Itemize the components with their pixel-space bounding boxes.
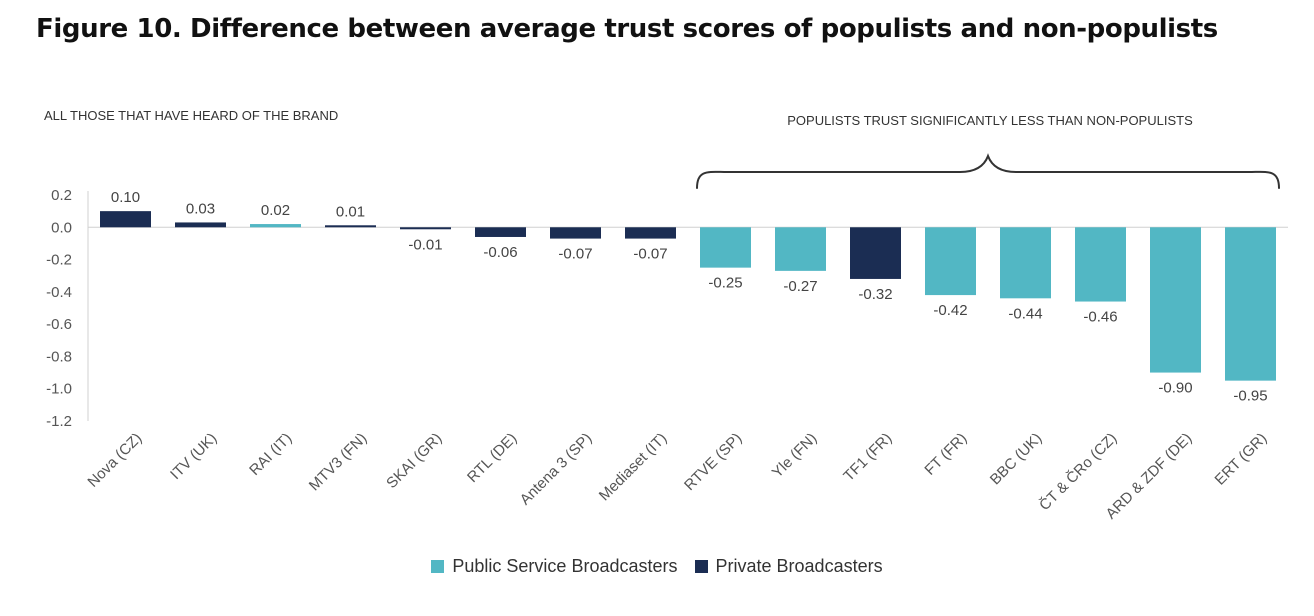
legend-item-public: Public Service Broadcasters: [431, 556, 678, 577]
data-label: -0.07: [633, 246, 667, 263]
y-tick-label: -1.0: [46, 381, 72, 398]
x-tick-label: SKAI (GR): [383, 430, 445, 492]
chart-subtitle: ALL THOSE THAT HAVE HEARD OF THE BRAND: [44, 108, 339, 123]
bar: [475, 227, 526, 237]
legend-swatch-public: [431, 560, 445, 573]
x-tick-label: Yle (FN): [769, 430, 821, 482]
x-tick-label: Antena 3 (SP): [517, 430, 596, 509]
y-tick-label: -1.2: [46, 413, 72, 430]
bar: [1150, 227, 1201, 373]
legend-label-public: Public Service Broadcasters: [452, 556, 678, 576]
legend: Public Service Broadcasters Private Broa…: [0, 556, 1314, 578]
x-tick-label: ČT & ČRo (CZ): [1036, 430, 1120, 514]
legend-swatch-private: [694, 560, 708, 573]
y-tick-label: -0.4: [46, 284, 72, 301]
data-label: -0.95: [1233, 388, 1267, 405]
data-label: -0.44: [1008, 305, 1042, 322]
y-tick-label: -0.6: [46, 316, 72, 333]
x-tick-label: ERT (GR): [1212, 430, 1271, 489]
x-tick-label: ITV (UK): [167, 430, 220, 483]
bar: [1000, 227, 1051, 299]
data-label: -0.46: [1083, 309, 1117, 326]
bracket-brace: [696, 153, 1280, 189]
x-tick-label: BBC (UK): [987, 430, 1046, 489]
bracket-annotation: POPULISTS TRUST SIGNIFICANTLY LESS THAN …: [787, 113, 1193, 128]
bar: [100, 211, 151, 228]
x-tick-label: Mediaset (IT): [596, 430, 671, 505]
data-label: 0.03: [186, 200, 215, 217]
y-tick-label: 0.2: [51, 187, 72, 204]
bar: [250, 224, 301, 228]
bar: [175, 222, 226, 228]
data-label: -0.90: [1158, 380, 1192, 397]
data-label: 0.02: [261, 202, 290, 219]
bar: [1075, 227, 1126, 302]
bar: [625, 227, 676, 239]
x-tick-label: RAI (IT): [246, 430, 295, 479]
bars: [100, 211, 1276, 381]
data-label: -0.07: [558, 246, 592, 263]
bar: [850, 227, 901, 279]
bar: [775, 227, 826, 271]
x-tick-label: RTL (DE): [464, 430, 520, 486]
chart-title: Figure 10. Difference between average tr…: [36, 14, 1218, 44]
data-label: 0.10: [111, 189, 140, 206]
y-tick-label: -0.8: [46, 348, 72, 365]
legend-label-private: Private Broadcasters: [715, 556, 883, 576]
data-label: -0.32: [858, 286, 892, 303]
bar: [925, 227, 976, 296]
data-label: -0.06: [483, 244, 517, 261]
legend-item-private: Private Broadcasters: [694, 556, 883, 577]
x-tick-label: MTV3 (FN): [306, 430, 370, 494]
data-label: -0.25: [708, 275, 742, 292]
bar: [325, 225, 376, 228]
x-axis-labels: Nova (CZ) ITV (UK) RAI (IT) MTV3 (FN) SKAI (…: [84, 430, 1270, 523]
value-labels: 0.10 0.03 0.02 0.01 -0.01 -0.06 -0.07 -0.07 -0.2…: [111, 189, 1268, 405]
x-tick-label: Nova (CZ): [84, 430, 145, 491]
data-label: 0.01: [336, 203, 365, 220]
x-tick-label: FT (FR): [921, 430, 970, 479]
data-label: -0.01: [408, 236, 442, 253]
y-tick-label: -0.2: [46, 252, 72, 269]
bar: [700, 227, 751, 268]
data-label: -0.42: [933, 302, 967, 319]
bar: [1225, 227, 1276, 381]
bar: [550, 227, 601, 239]
y-tick-label: 0.0: [51, 219, 72, 236]
x-tick-label: TF1 (FR): [840, 430, 895, 485]
x-tick-label: RTVE (SP): [681, 430, 745, 494]
data-label: -0.27: [783, 278, 817, 295]
bar: [400, 227, 451, 230]
